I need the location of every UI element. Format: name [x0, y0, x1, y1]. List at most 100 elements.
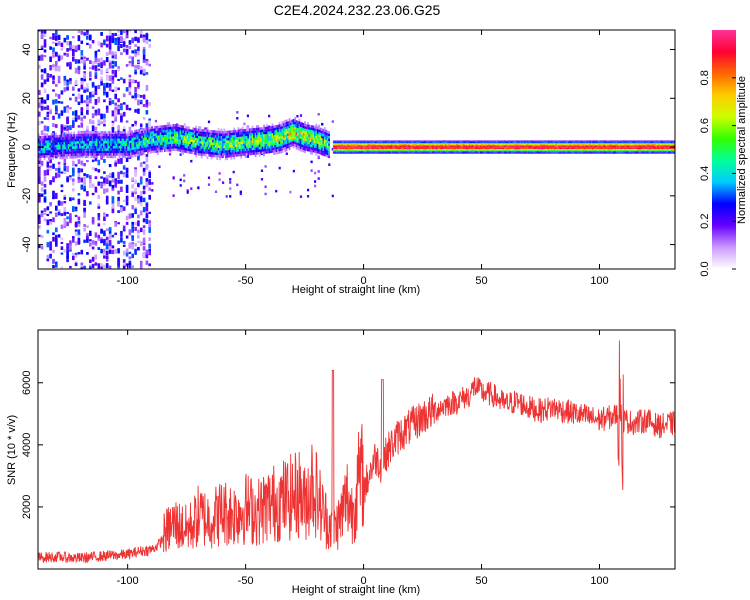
spectrogram-cell: [340, 144, 342, 146]
spectrogram-cell: [395, 145, 397, 147]
spectrogram-cell: [314, 171, 317, 175]
spectrogram-cell: [355, 152, 358, 154]
spectrogram-cell: [124, 148, 127, 151]
spectrogram-cell: [345, 144, 348, 146]
spectrogram-cell: [38, 64, 41, 69]
spectrogram-cell: [490, 150, 492, 152]
spectrogram-cell: [362, 148, 365, 151]
spectrogram-cell: [128, 78, 132, 82]
spectrogram-cell: [145, 254, 149, 259]
spectrogram-cell: [231, 154, 234, 158]
spectrogram-cell: [161, 139, 163, 143]
spectrogram-cell: [90, 136, 93, 139]
spectrogram-cell: [156, 145, 159, 148]
spectrogram-cell: [451, 140, 454, 142]
spectrogram-cell: [337, 146, 339, 148]
spectrogram-cell: [84, 141, 87, 144]
spectrogram-cell: [193, 142, 196, 145]
spectrogram-cell: [436, 152, 438, 154]
spectrogram-cell: [280, 136, 282, 139]
spectrogram-cell: [219, 155, 221, 158]
spectrogram-cells: [38, 30, 675, 269]
spectrogram-cell: [127, 136, 129, 139]
spectrogram-cell: [52, 149, 54, 153]
spectrogram-cell: [63, 139, 66, 142]
spectrogram-cell: [424, 150, 427, 152]
spectrogram-cell: [203, 151, 206, 154]
spectrogram-cell: [132, 149, 135, 153]
spectrogram-cell: [162, 137, 165, 140]
spectrogram-cell: [348, 142, 351, 145]
spectrogram-cell: [392, 142, 395, 145]
spectrogram-cell: [429, 144, 431, 146]
spectrogram-cell: [443, 145, 446, 147]
spectrogram-cell: [53, 144, 56, 148]
spectrogram-cell: [100, 143, 103, 146]
spectrogram-cell: [154, 133, 156, 136]
spectrogram-cell: [247, 126, 250, 129]
spectrogram-cell: [97, 136, 100, 139]
spectrogram-cell: [492, 146, 495, 148]
spectrogram-cell: [50, 142, 53, 146]
spectrogram-cell: [83, 176, 86, 181]
spectrogram-cell: [379, 147, 382, 149]
spectrogram-cell: [142, 128, 145, 131]
spectrogram-cell: [334, 146, 337, 148]
spectrogram-cell: [371, 147, 373, 149]
spectrogram-cell: [91, 91, 95, 95]
spectrogram-cell: [488, 144, 491, 146]
spectrogram-cell: [103, 90, 106, 96]
spectrogram-cell: [101, 133, 104, 137]
spectrogram-cell: [107, 133, 110, 137]
spectrogram-cell: [369, 151, 372, 153]
spectrogram-cell: [326, 152, 329, 156]
spectrogram-cell: [122, 244, 126, 247]
spectrogram-cell: [148, 120, 151, 127]
spectrogram-cell: [120, 136, 122, 139]
spectrogram-cell: [451, 145, 454, 147]
spectrogram-cell: [437, 150, 440, 152]
spectrogram-cell: [118, 131, 121, 134]
spectrogram-cell: [457, 152, 460, 154]
spectrogram-cell: [315, 135, 318, 139]
spectrogram-cell: [63, 218, 67, 221]
spectrogram-cell: [49, 110, 52, 115]
spectrogram-cell: [83, 239, 86, 243]
spectrogram-cell: [274, 152, 277, 155]
spectrogram-cell: [240, 134, 243, 137]
spectrogram-cell: [52, 47, 55, 54]
spectrogram-cell: [168, 144, 170, 147]
spectrogram-cell: [139, 138, 142, 141]
spectrogram-cell: [305, 143, 308, 147]
spectrogram-cell: [375, 148, 378, 151]
spectrogram-cell: [72, 111, 75, 116]
spectrogram-cell: [351, 140, 354, 142]
spectrogram-cell: [297, 145, 299, 148]
spectrogram-cell: [264, 185, 267, 188]
spectrogram-cell: [290, 129, 292, 133]
spectrogram-cell: [155, 145, 158, 148]
spectrogram-cell: [144, 130, 146, 133]
spectrogram-cell: [265, 126, 268, 130]
spectrogram-cell: [105, 82, 109, 88]
spectrogram-cell: [480, 151, 482, 153]
spectrogram-cell: [319, 142, 322, 145]
spectrogram-cell: [137, 229, 140, 233]
spectrogram-cell: [366, 147, 369, 149]
spectrogram-cell: [154, 143, 156, 146]
spectrogram-cell: [348, 151, 351, 153]
spectrogram-cell: [60, 154, 63, 157]
spectrogram-cell: [40, 210, 44, 215]
spectrogram-cell: [220, 138, 223, 141]
spectrogram-cell: [70, 153, 73, 157]
spectrogram-cell: [214, 190, 218, 193]
spectrogram-cell: [111, 133, 114, 137]
spectrogram-cell: [364, 151, 366, 153]
spectrogram-cell: [193, 144, 196, 148]
spectrogram-cell: [50, 154, 53, 158]
spectrogram-cell: [79, 150, 81, 154]
spectrogram-cell: [284, 122, 287, 125]
spectrogram-cell: [316, 150, 319, 154]
spectrogram-cell: [115, 150, 118, 154]
